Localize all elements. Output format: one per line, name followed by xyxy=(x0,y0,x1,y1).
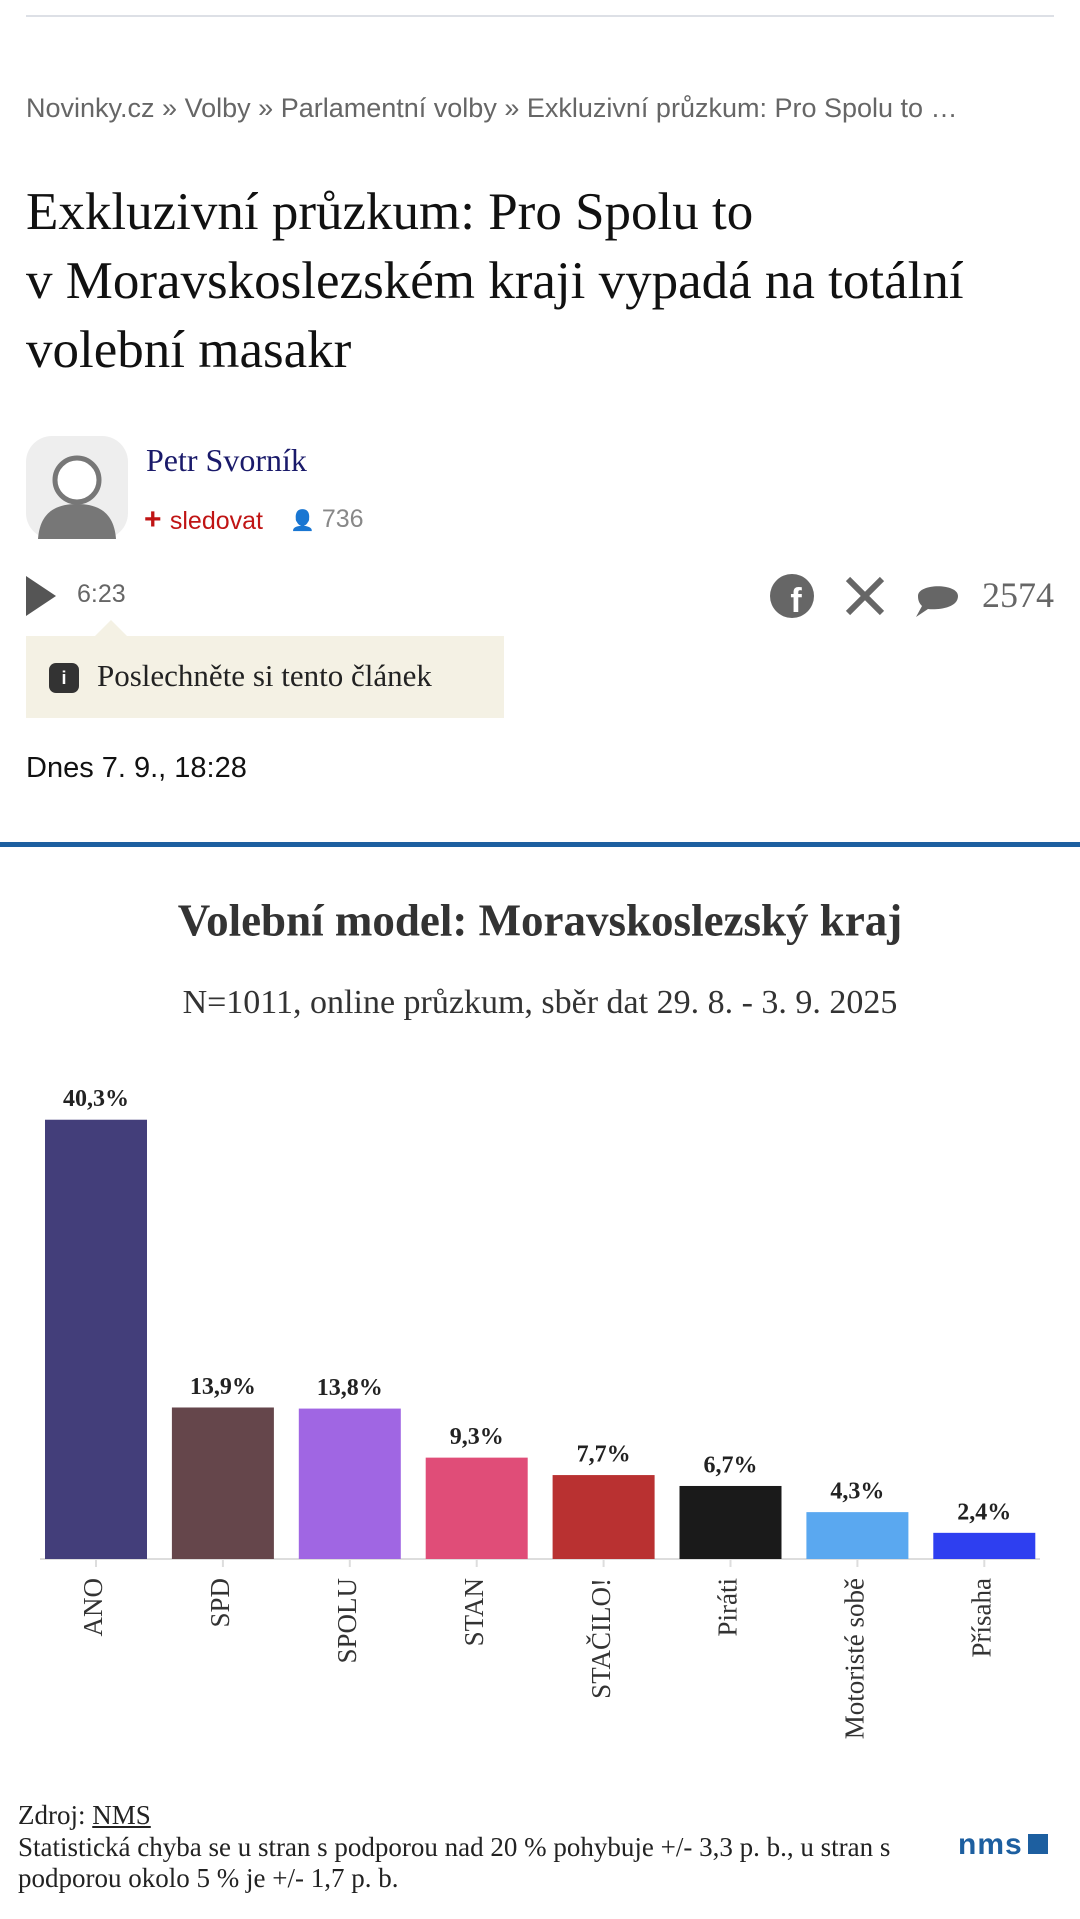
source-link[interactable]: NMS xyxy=(92,1800,151,1830)
value-label: 9,3% xyxy=(450,1424,504,1450)
breadcrumb-item[interactable]: Exkluzivní průzkum: Pro Spolu to … xyxy=(526,93,958,123)
x-tick-label: ANO xyxy=(78,1578,108,1637)
source: Zdroj: NMS xyxy=(18,1800,151,1831)
section-rule xyxy=(0,842,1080,847)
bar xyxy=(171,1407,274,1559)
comment-icon[interactable] xyxy=(916,586,958,617)
article-title: Exkluzivní průzkum: Pro Spolu to v Morav… xyxy=(26,183,964,379)
x-tick-label: Piráti xyxy=(713,1578,743,1637)
value-label: 40,3% xyxy=(63,1086,129,1112)
follow-label: sledovat xyxy=(169,507,263,535)
top-rule xyxy=(26,15,1054,17)
logo-square xyxy=(1027,1834,1048,1854)
share-icons: f xyxy=(770,574,958,619)
follow-button[interactable]: + sledovat xyxy=(144,503,263,536)
value-label: 6,7% xyxy=(704,1452,758,1478)
bar xyxy=(552,1475,655,1559)
x-tick-label: SPD xyxy=(205,1578,235,1628)
breadcrumb-separator: » xyxy=(504,93,520,123)
followers: 👤 736 xyxy=(290,505,364,533)
followers-count: 736 xyxy=(321,505,364,533)
value-label: 13,8% xyxy=(317,1375,383,1401)
date: Dnes 7. 9., 18:28 xyxy=(26,752,247,784)
facebook-icon[interactable] xyxy=(770,574,814,618)
value-label: 13,9% xyxy=(190,1374,256,1400)
value-label: 7,7% xyxy=(577,1442,631,1468)
value-label: 4,3% xyxy=(830,1479,884,1505)
duration: 6:23 xyxy=(77,580,126,608)
play-button[interactable] xyxy=(26,576,56,616)
info-icon: i xyxy=(49,663,79,693)
x-tick-label: Motoristé sobě xyxy=(840,1578,870,1739)
source-label: Zdroj: xyxy=(18,1800,86,1830)
bar xyxy=(45,1119,147,1559)
value-label: 2,4% xyxy=(957,1499,1011,1525)
logo: nms xyxy=(958,1828,1048,1862)
x-tick-label: STAČILO! xyxy=(586,1578,616,1699)
breadcrumb-item[interactable]: Volby xyxy=(184,93,251,123)
breadcrumb-separator: » xyxy=(162,93,178,123)
tooltip-arrow xyxy=(95,620,127,636)
bar xyxy=(298,1408,401,1559)
breadcrumb: Novinky.cz » Volby » Parlamentní volby »… xyxy=(26,92,958,124)
chart-title: Volební model: Moravskoslezský kraj xyxy=(178,895,903,945)
breadcrumb-item[interactable]: Novinky.cz xyxy=(26,93,155,123)
logo-text: nms xyxy=(958,1828,1023,1861)
author[interactable]: Petr Svorník xyxy=(146,442,307,478)
listen-box[interactable]: i Poslechněte si tento článek xyxy=(26,636,504,718)
bar xyxy=(806,1512,909,1559)
svg-text:f: f xyxy=(790,582,802,619)
listen-label: Poslechněte si tento článek xyxy=(97,658,432,693)
bar xyxy=(933,1532,1036,1559)
x-tick-label: STAN xyxy=(459,1578,489,1646)
x-tick-label: Přísaha xyxy=(967,1578,997,1658)
bar xyxy=(425,1457,528,1559)
x-tick-label: SPOLU xyxy=(332,1578,362,1664)
breadcrumb-item[interactable]: Parlamentní volby xyxy=(280,93,497,123)
bar xyxy=(679,1485,782,1559)
x-icon[interactable] xyxy=(845,576,885,616)
avatar xyxy=(26,436,128,539)
chart-subtitle: N=1011, online průzkum, sběr dat 29. 8. … xyxy=(183,984,898,1021)
note: Statistická chyba se u stran s podporou … xyxy=(18,1832,891,1893)
breadcrumb-separator: » xyxy=(258,93,274,123)
comment-count[interactable]: 2574 xyxy=(982,575,1054,615)
